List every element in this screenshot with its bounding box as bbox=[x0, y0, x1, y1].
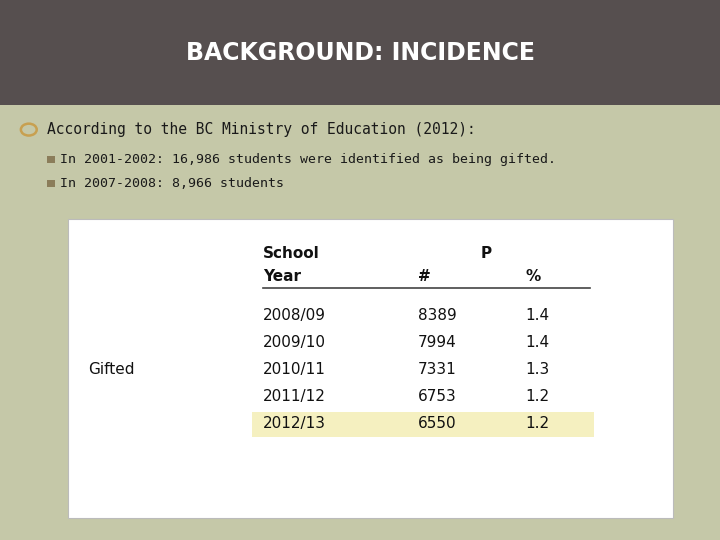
Text: %: % bbox=[526, 269, 541, 284]
Text: In 2001-2002: 16,986 students were identified as being gifted.: In 2001-2002: 16,986 students were ident… bbox=[60, 153, 556, 166]
Text: 2012/13: 2012/13 bbox=[263, 416, 325, 431]
Text: 2011/12: 2011/12 bbox=[263, 389, 325, 404]
Text: BACKGROUND: INCIDENCE: BACKGROUND: INCIDENCE bbox=[186, 40, 534, 65]
Text: 8389: 8389 bbox=[418, 308, 456, 323]
Text: 6550: 6550 bbox=[418, 416, 456, 431]
FancyBboxPatch shape bbox=[0, 0, 720, 105]
Text: 2008/09: 2008/09 bbox=[263, 308, 325, 323]
FancyBboxPatch shape bbox=[252, 411, 594, 437]
Text: 1.2: 1.2 bbox=[526, 389, 550, 404]
Text: Year: Year bbox=[263, 269, 301, 284]
Text: #: # bbox=[418, 269, 431, 284]
Text: Gifted: Gifted bbox=[89, 362, 135, 377]
Text: In 2007-2008: 8,966 students: In 2007-2008: 8,966 students bbox=[60, 177, 284, 190]
FancyBboxPatch shape bbox=[47, 180, 55, 187]
Text: 1.2: 1.2 bbox=[526, 416, 550, 431]
Text: 1.4: 1.4 bbox=[526, 308, 550, 323]
Text: 1.3: 1.3 bbox=[526, 362, 550, 377]
FancyBboxPatch shape bbox=[47, 156, 55, 163]
Text: School: School bbox=[263, 246, 320, 261]
Text: 2010/11: 2010/11 bbox=[263, 362, 325, 377]
Text: 7994: 7994 bbox=[418, 335, 456, 350]
Text: 2009/10: 2009/10 bbox=[263, 335, 325, 350]
FancyBboxPatch shape bbox=[68, 219, 673, 518]
Text: 6753: 6753 bbox=[418, 389, 456, 404]
Text: P: P bbox=[480, 246, 492, 261]
Text: 1.4: 1.4 bbox=[526, 335, 550, 350]
Text: 7331: 7331 bbox=[418, 362, 456, 377]
Text: According to the BC Ministry of Education (2012):: According to the BC Ministry of Educatio… bbox=[47, 122, 475, 137]
